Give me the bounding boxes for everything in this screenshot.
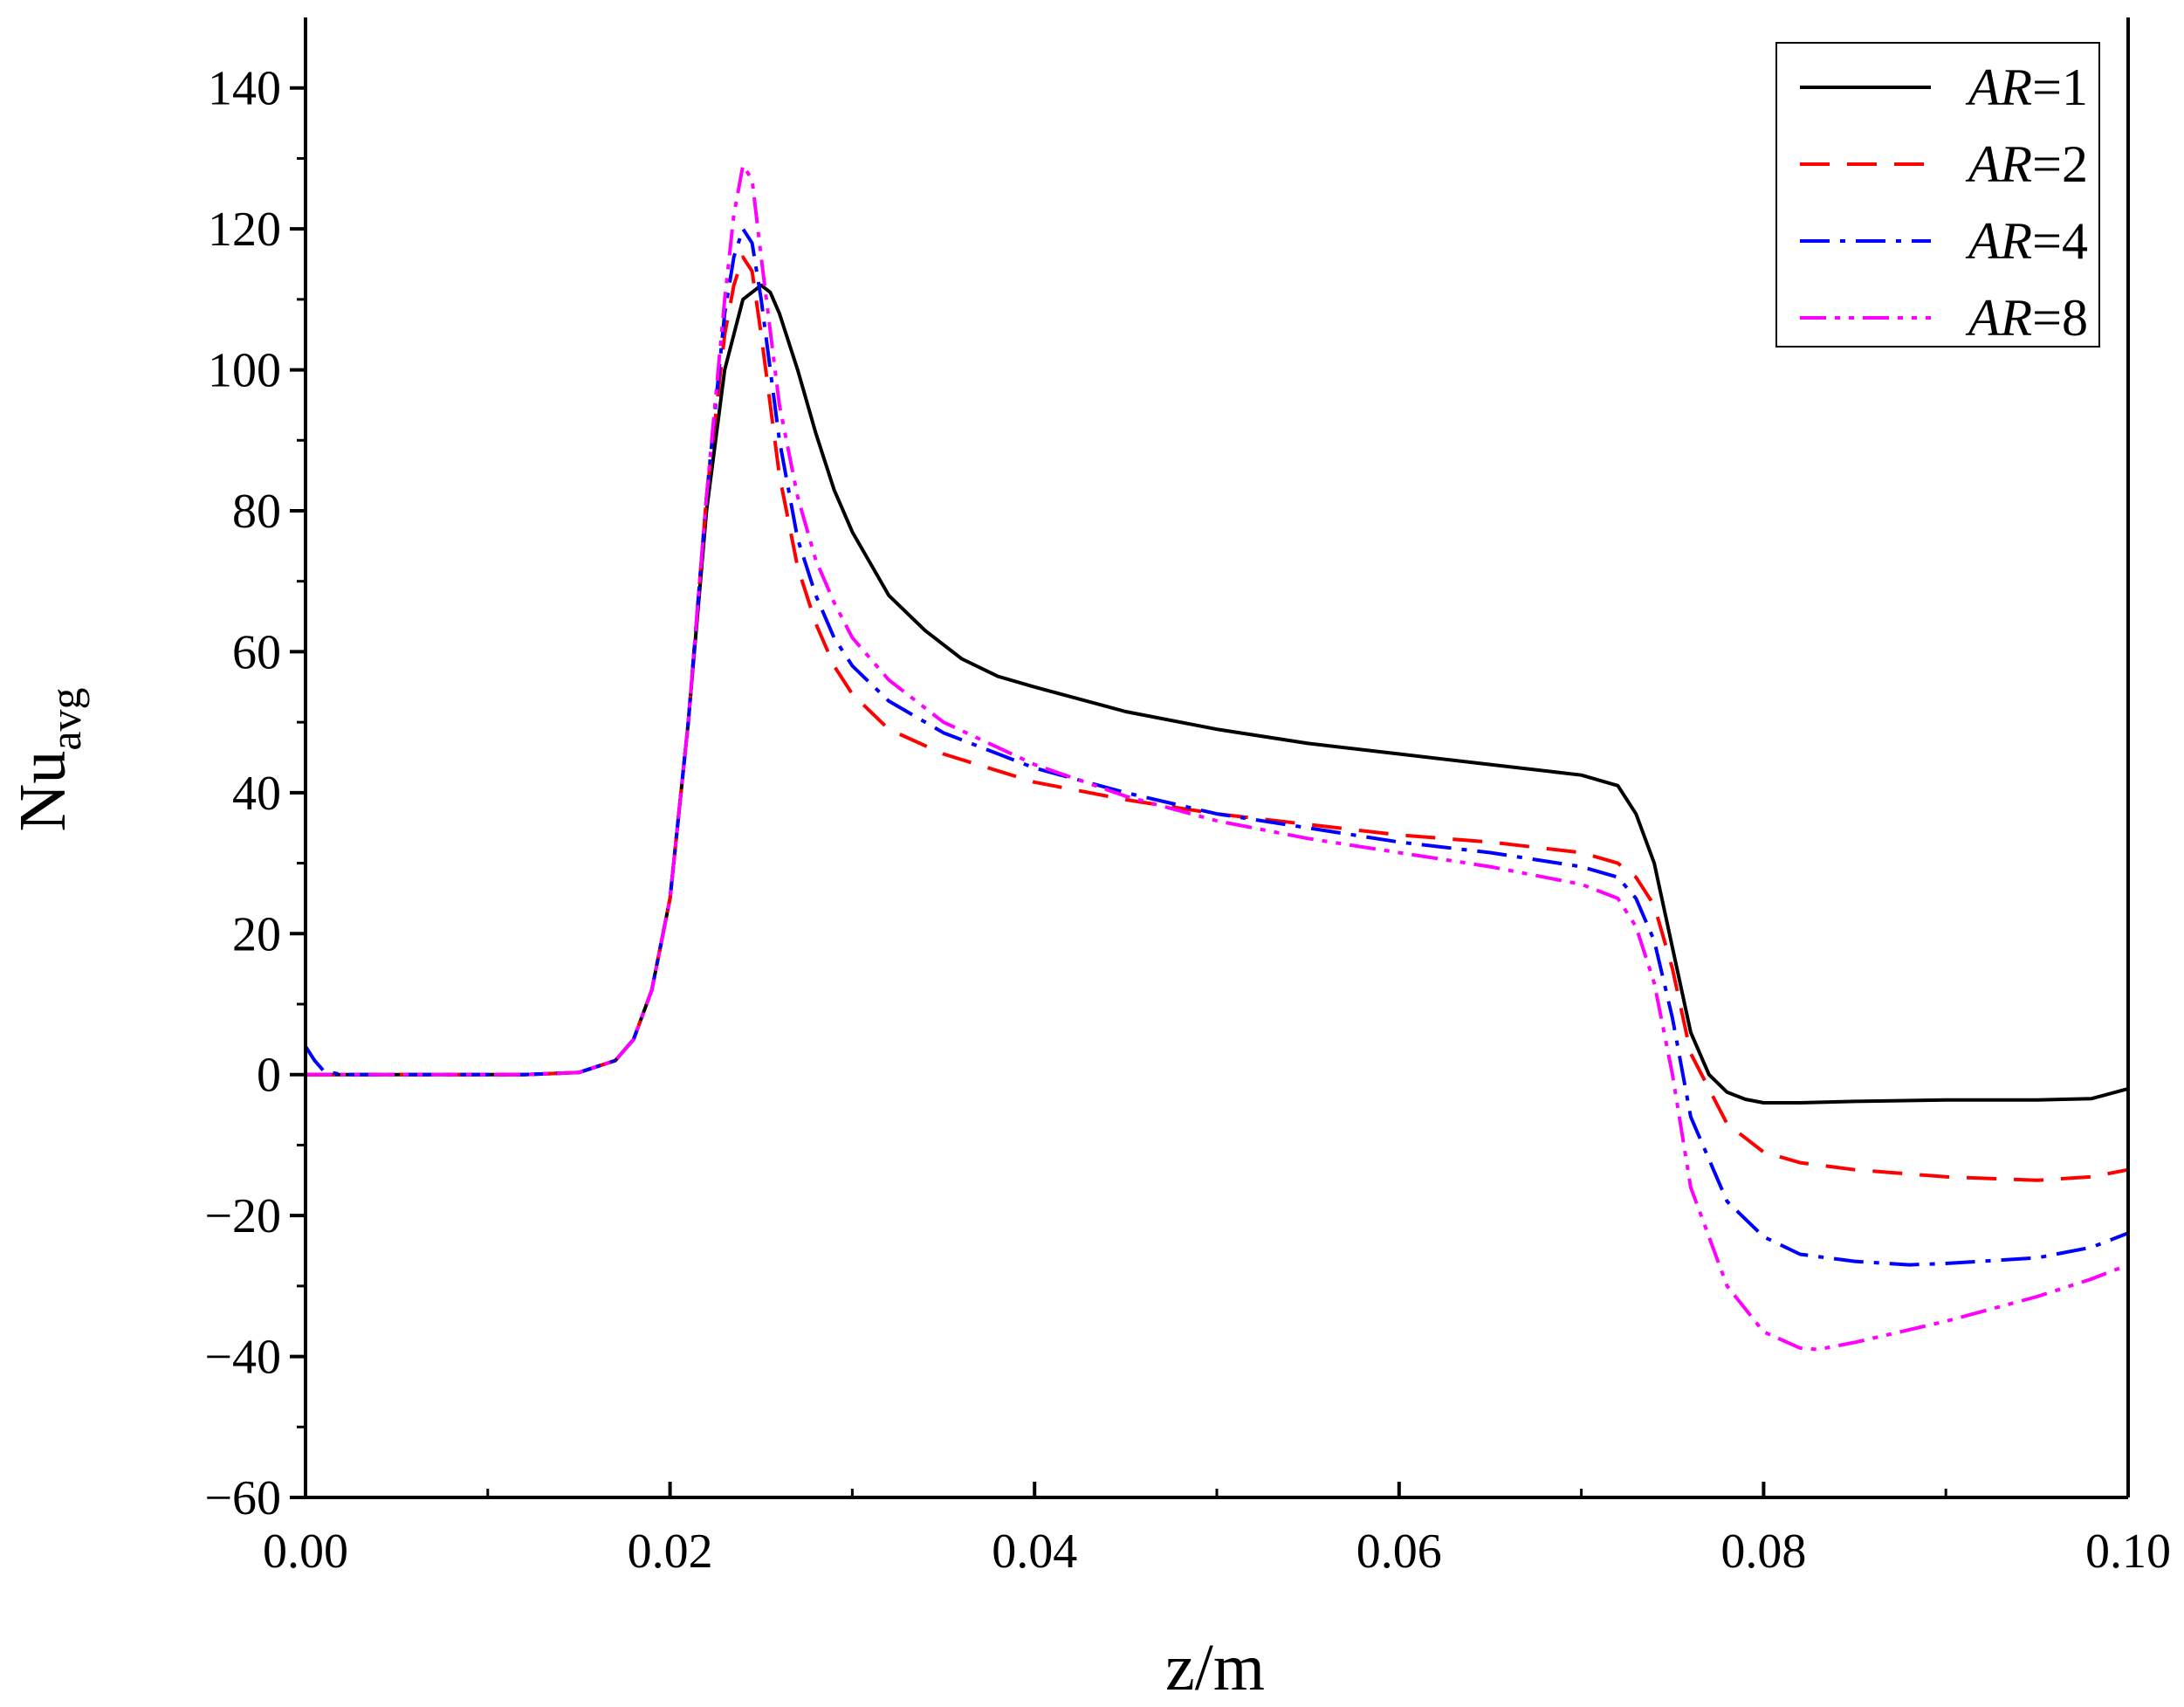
legend-label-4: AR=8	[1965, 289, 2088, 347]
y-tick-label: 0	[257, 1049, 281, 1103]
series-line-4	[306, 163, 2129, 1352]
series-line-3	[304, 227, 2129, 1267]
legend-label-suffix: =8	[2032, 289, 2088, 347]
y-tick-label: −40	[204, 1331, 281, 1385]
x-tick-label: 0.02	[628, 1525, 713, 1579]
y-tick-label: 20	[232, 907, 281, 961]
legend-label-2: AR=2	[1965, 135, 2088, 193]
y-tick-label: −60	[204, 1471, 281, 1525]
y-tick-label: −20	[204, 1189, 281, 1243]
x-tick-label: 0.06	[1356, 1525, 1442, 1579]
y-axis-title: Nuavg	[6, 687, 90, 831]
legend-box	[1775, 42, 2100, 348]
x-tick-label: 0.08	[1720, 1525, 1806, 1579]
legend-label-italic: AR	[1965, 289, 2032, 347]
legend-label-suffix: =2	[2032, 135, 2088, 193]
legend-label-italic: AR	[1965, 212, 2032, 270]
y-axis-title-main: Nu	[6, 751, 79, 832]
y-axis-title-text: Nuavg	[6, 687, 90, 831]
legend-label-italic: AR	[1965, 59, 2032, 116]
legend: AR=1AR=2AR=4AR=8	[1775, 42, 2100, 348]
legend-label-suffix: =4	[2032, 212, 2088, 270]
x-axis-title: z/m	[1165, 1631, 1265, 1704]
x-tick-label: 0.00	[263, 1525, 348, 1579]
legend-label-suffix: =1	[2032, 59, 2088, 116]
series-line-2	[306, 255, 2129, 1182]
legend-label-italic: AR	[1965, 135, 2032, 193]
y-tick-label: 60	[232, 625, 281, 679]
ticks-layer: −60 −40 −20 0 20 40 60 80 100 120 140 0.00 0.02 0.04 0…	[204, 62, 2171, 1579]
y-axis-title-sub: avg	[41, 687, 90, 750]
y-tick-label: 100	[208, 344, 281, 398]
legend-label-3: AR=4	[1965, 212, 2088, 270]
y-tick-label: 40	[232, 767, 281, 821]
series-layer	[304, 163, 2129, 1352]
y-tick-label: 120	[208, 203, 281, 257]
legend-label-1: AR=1	[1965, 59, 2088, 116]
x-tick-label: 0.10	[2085, 1525, 2171, 1579]
y-tick-label: 80	[232, 485, 281, 539]
x-tick-label: 0.04	[992, 1525, 1077, 1579]
y-tick-label: 140	[208, 62, 281, 116]
